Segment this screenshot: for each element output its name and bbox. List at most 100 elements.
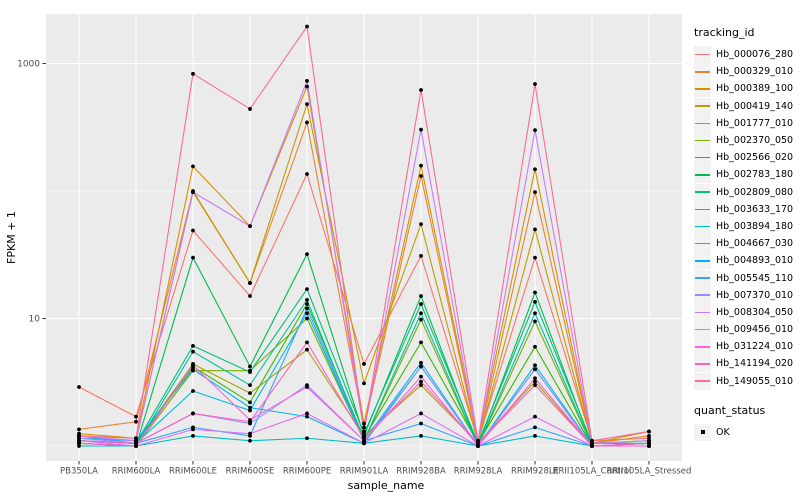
x-tick-label: RRIM928BA: [396, 467, 446, 477]
data-point: [191, 349, 195, 354]
x-tick-label: RRII105LA_Stressed: [607, 467, 692, 477]
legend-key-line-icon: [694, 372, 711, 390]
x-tick-label: RRIM600LE: [169, 467, 217, 477]
data-point: [248, 408, 252, 413]
data-point: [191, 228, 195, 233]
legend-entry-Hb_002809_080: Hb_002809_080: [694, 183, 798, 201]
data-point: [305, 436, 309, 441]
legend-entries: Hb_000076_280 Hb_000329_010 Hb_000389_100 H…: [694, 46, 798, 390]
y-tick-label: 10: [29, 315, 41, 325]
legend-entry-Hb_007370_010: Hb_007370_010: [694, 286, 798, 304]
legend-entry-label: Hb_007370_010: [716, 289, 794, 301]
legend-entry-Hb_002783_180: Hb_002783_180: [694, 166, 798, 184]
data-point: [191, 389, 195, 393]
data-point: [134, 419, 138, 424]
data-point: [77, 385, 81, 389]
data-point: [305, 311, 309, 316]
data-point: [419, 294, 423, 298]
data-point: [248, 281, 252, 285]
legend-entry-Hb_008304_050: Hb_008304_050: [694, 303, 798, 321]
legend-entry-Hb_009456_010: Hb_009456_010: [694, 321, 798, 339]
data-point: [533, 319, 537, 324]
legend-key-line-icon: [694, 200, 711, 218]
legend-key-line-icon: [694, 269, 711, 287]
legend-key-line-icon: [694, 63, 711, 81]
data-point: [419, 317, 423, 322]
data-point: [305, 287, 309, 292]
data-point: [419, 311, 423, 316]
legend-key-line-icon: [694, 355, 711, 373]
legend-quant-entries: OK: [694, 423, 798, 441]
legend-entry-label: Hb_000419_140: [716, 100, 794, 112]
data-point: [533, 290, 537, 295]
data-point: [305, 347, 309, 352]
legend-entry-label: Hb_002370_050: [716, 135, 794, 147]
data-point: [248, 224, 252, 229]
legend-entry-Hb_004893_010: Hb_004893_010: [694, 252, 798, 270]
legend-entry-label: Hb_005545_110: [716, 272, 794, 284]
data-point: [533, 190, 537, 195]
data-point: [419, 163, 423, 168]
data-point: [419, 360, 423, 365]
data-point: [248, 419, 252, 424]
data-point: [419, 364, 423, 369]
legend-entry-label: Hb_000329_010: [716, 66, 794, 78]
x-tick-label: PB350LA: [60, 467, 98, 477]
legend-key-line-icon: [694, 321, 711, 339]
data-point: [362, 362, 366, 366]
data-point: [419, 421, 423, 426]
data-point: [77, 434, 81, 438]
data-point: [533, 414, 537, 419]
legend-entry-Hb_141194_020: Hb_141194_020: [694, 355, 798, 373]
data-point: [362, 429, 366, 434]
legend-entry-label: Hb_004893_010: [716, 255, 794, 267]
legend-entry-quant-OK: OK: [694, 423, 798, 441]
data-point: [191, 434, 195, 438]
legend-key-line-icon: [694, 286, 711, 304]
data-point: [248, 438, 252, 443]
data-point: [191, 190, 195, 195]
legend-key-line-icon: [694, 80, 711, 98]
legend-key-line-icon: [694, 338, 711, 356]
legend-entry-Hb_003894_180: Hb_003894_180: [694, 217, 798, 235]
x-tick-label: RRIM600PE: [283, 467, 331, 477]
data-point: [248, 400, 252, 405]
data-point: [419, 174, 423, 178]
data-point: [248, 294, 252, 298]
data-point: [533, 363, 537, 368]
legend-title-quant-status: quant_status: [694, 403, 766, 417]
legend-entry-Hb_031224_010: Hb_031224_010: [694, 338, 798, 356]
x-axis-title: sample_name: [348, 479, 425, 492]
legend-entry-label: Hb_001777_010: [716, 117, 794, 129]
x-tick-label: RRII105LA_Control: [553, 467, 632, 477]
data-point: [476, 444, 480, 448]
data-point: [647, 441, 651, 446]
data-point: [362, 421, 366, 426]
legend-entry-label: Hb_003894_180: [716, 220, 794, 232]
legend-key-line-icon: [694, 217, 711, 235]
legend-key-line-icon: [694, 303, 711, 321]
data-point: [533, 344, 537, 349]
data-point: [419, 253, 423, 258]
data-point: [248, 405, 252, 410]
legend-key-line-icon: [694, 132, 711, 150]
data-point: [305, 297, 309, 302]
legend-entry-label: Hb_008304_050: [716, 306, 794, 318]
data-point: [305, 411, 309, 416]
data-point: [533, 227, 537, 232]
data-point: [533, 128, 537, 133]
legend-entry-label: Hb_002783_180: [716, 169, 794, 181]
legend-key-line-icon: [694, 183, 711, 201]
legend-entry-label: Hb_003633_170: [716, 203, 794, 215]
x-tick-label: RRIM928LE: [511, 467, 559, 477]
data-point: [533, 379, 537, 384]
legend-key-line-icon: [694, 114, 711, 132]
data-point: [134, 414, 138, 419]
data-point: [533, 425, 537, 430]
legend-panel: tracking_id Hb_000076_280 Hb_000329_010 Hb…: [694, 26, 798, 441]
data-point: [419, 374, 423, 379]
data-point: [191, 164, 195, 169]
data-point: [590, 444, 594, 448]
data-point: [305, 252, 309, 256]
